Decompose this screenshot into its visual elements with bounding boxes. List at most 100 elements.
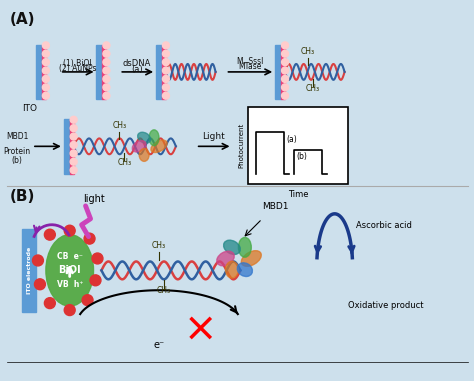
- Bar: [248, 107, 347, 184]
- Ellipse shape: [224, 240, 240, 255]
- Bar: [22, 229, 36, 312]
- Circle shape: [103, 75, 110, 82]
- Ellipse shape: [139, 149, 149, 162]
- Circle shape: [163, 92, 169, 99]
- Circle shape: [282, 92, 289, 99]
- Circle shape: [282, 50, 289, 57]
- Text: (B): (B): [10, 189, 36, 204]
- Ellipse shape: [226, 261, 238, 278]
- Text: (a): (a): [131, 65, 143, 74]
- Bar: [162, 45, 166, 99]
- Text: (A): (A): [10, 12, 36, 27]
- Circle shape: [70, 166, 77, 174]
- Text: (a): (a): [286, 135, 297, 144]
- Circle shape: [45, 229, 55, 240]
- Circle shape: [70, 125, 77, 132]
- Circle shape: [84, 233, 95, 244]
- Circle shape: [90, 275, 101, 286]
- Text: CH₃: CH₃: [157, 286, 171, 295]
- Text: MTase: MTase: [238, 62, 262, 71]
- Bar: [275, 45, 281, 99]
- Circle shape: [163, 50, 169, 57]
- Circle shape: [70, 150, 77, 157]
- Text: BiOI: BiOI: [58, 266, 81, 275]
- Circle shape: [42, 84, 49, 91]
- Ellipse shape: [137, 132, 151, 143]
- Circle shape: [64, 225, 75, 236]
- Circle shape: [103, 92, 110, 99]
- Bar: [64, 119, 70, 174]
- Ellipse shape: [237, 263, 253, 277]
- Text: CH₃: CH₃: [306, 84, 320, 93]
- Circle shape: [163, 59, 169, 66]
- Bar: [36, 45, 42, 99]
- Text: ITO electrode: ITO electrode: [27, 247, 31, 294]
- Text: (2) AuNPs: (2) AuNPs: [59, 64, 96, 73]
- Text: ITO: ITO: [22, 104, 37, 113]
- Circle shape: [45, 298, 55, 309]
- Text: CH₃: CH₃: [117, 158, 131, 167]
- Circle shape: [70, 116, 77, 123]
- Text: CB  e⁻: CB e⁻: [57, 252, 82, 261]
- Text: Oxidative product: Oxidative product: [347, 301, 423, 310]
- Circle shape: [282, 75, 289, 82]
- Circle shape: [42, 59, 49, 66]
- Circle shape: [103, 42, 110, 49]
- Circle shape: [103, 84, 110, 91]
- Circle shape: [64, 305, 75, 315]
- Circle shape: [103, 59, 110, 66]
- Circle shape: [70, 141, 77, 149]
- Text: CH₃: CH₃: [112, 122, 127, 130]
- Ellipse shape: [132, 141, 146, 152]
- Circle shape: [103, 50, 110, 57]
- Text: dsDNA: dsDNA: [123, 59, 151, 68]
- Circle shape: [70, 133, 77, 140]
- Text: (b): (b): [12, 156, 23, 165]
- Circle shape: [103, 67, 110, 74]
- Text: Protein: Protein: [3, 147, 31, 156]
- Bar: [42, 45, 46, 99]
- Circle shape: [163, 67, 169, 74]
- Circle shape: [33, 255, 44, 266]
- Bar: [70, 119, 73, 174]
- Ellipse shape: [46, 235, 93, 306]
- Ellipse shape: [151, 140, 167, 152]
- Text: Ascorbic acid: Ascorbic acid: [356, 221, 411, 230]
- Circle shape: [42, 67, 49, 74]
- Circle shape: [92, 253, 103, 264]
- Circle shape: [282, 67, 289, 74]
- Bar: [281, 45, 285, 99]
- Ellipse shape: [241, 251, 261, 266]
- Circle shape: [282, 42, 289, 49]
- Bar: [102, 45, 107, 99]
- Circle shape: [82, 295, 93, 306]
- Text: MBD1: MBD1: [6, 132, 28, 141]
- Bar: [97, 45, 102, 99]
- Text: e⁻: e⁻: [154, 340, 164, 350]
- Circle shape: [35, 279, 46, 290]
- Text: Photocurrent: Photocurrent: [238, 123, 245, 168]
- Circle shape: [70, 158, 77, 165]
- Circle shape: [42, 50, 49, 57]
- Ellipse shape: [149, 130, 159, 146]
- Text: light: light: [82, 194, 104, 204]
- Ellipse shape: [238, 237, 251, 257]
- Bar: [156, 45, 162, 99]
- Text: Light: Light: [202, 132, 225, 141]
- Text: (b): (b): [296, 152, 307, 161]
- Text: CH₃: CH₃: [301, 47, 315, 56]
- Circle shape: [163, 84, 169, 91]
- Circle shape: [163, 75, 169, 82]
- Circle shape: [42, 75, 49, 82]
- Text: VB  h⁺: VB h⁺: [56, 280, 83, 289]
- Text: MBD1: MBD1: [262, 202, 288, 211]
- Text: CH₃: CH₃: [152, 240, 166, 250]
- Circle shape: [282, 59, 289, 66]
- Circle shape: [42, 92, 49, 99]
- Circle shape: [163, 42, 169, 49]
- Text: M. SssI: M. SssI: [237, 57, 264, 66]
- Circle shape: [42, 42, 49, 49]
- Text: Time: Time: [288, 190, 308, 199]
- Ellipse shape: [217, 251, 234, 266]
- Circle shape: [282, 84, 289, 91]
